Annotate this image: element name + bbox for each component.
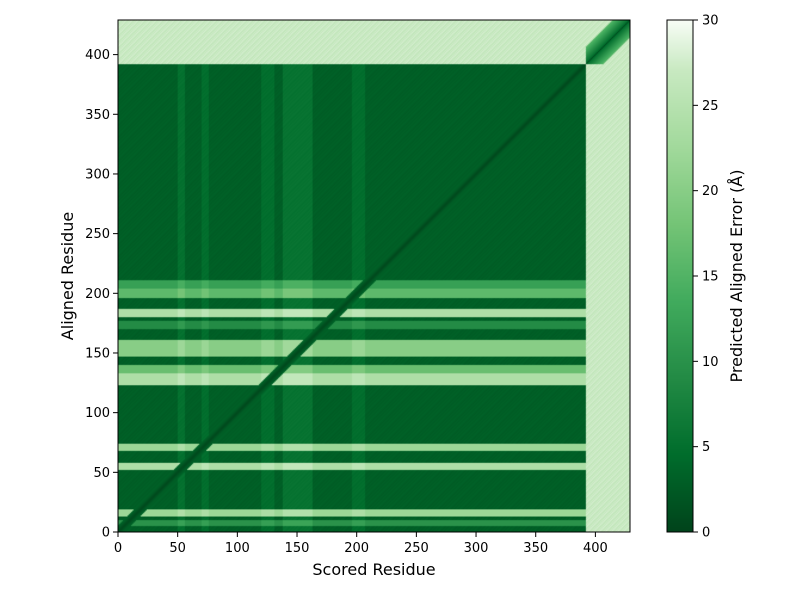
x-tick-label: 400 (583, 541, 608, 556)
y-tick-label: 400 (85, 48, 110, 63)
y-tick-label: 250 (85, 227, 110, 242)
y-tick-label: 0 (102, 526, 110, 541)
x-tick-label: 150 (285, 541, 310, 556)
colorbar-tick-label: 20 (702, 184, 719, 199)
x-tick-label: 0 (114, 541, 122, 556)
colorbar-tick-label: 0 (702, 526, 710, 541)
colorbar-gradient (667, 20, 693, 532)
y-tick-label: 50 (93, 466, 110, 481)
x-tick-label: 350 (523, 541, 548, 556)
colorbar-tick-label: 30 (702, 14, 719, 29)
colorbar-tick-label: 10 (702, 355, 719, 370)
colorbar-ticks: 0 5 10 15 20 25 30 (693, 14, 719, 541)
y-tick-label: 300 (85, 167, 110, 182)
x-tick-label: 250 (404, 541, 429, 556)
y-tick-label: 350 (85, 108, 110, 123)
colorbar-label: Predicted Aligned Error (Å) (727, 170, 746, 383)
x-tick-label: 200 (344, 541, 369, 556)
plot-frame (117, 19, 631, 533)
x-axis-label: Scored Residue (312, 560, 435, 579)
x-tick-label: 50 (169, 541, 186, 556)
y-axis-ticks: 0 50 100 150 200 250 300 350 400 (85, 48, 118, 541)
y-tick-label: 200 (85, 287, 110, 302)
x-tick-label: 100 (225, 541, 250, 556)
x-tick-label: 300 (464, 541, 489, 556)
x-axis-ticks: 0 50 100 150 200 250 300 350 400 (114, 532, 608, 556)
heatmap-image (118, 20, 630, 532)
y-tick-label: 100 (85, 406, 110, 421)
colorbar-tick-label: 15 (702, 270, 719, 285)
y-tick-label: 150 (85, 346, 110, 361)
colorbar-tick-label: 25 (702, 99, 719, 114)
colorbar-tick-label: 5 (702, 440, 710, 455)
y-axis-label: Aligned Residue (58, 212, 77, 340)
